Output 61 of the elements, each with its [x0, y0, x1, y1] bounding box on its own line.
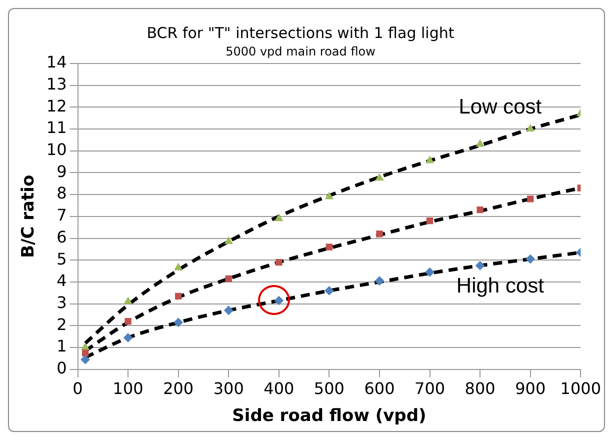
point [476, 261, 485, 270]
x-tick-label: 700 [414, 379, 446, 398]
chart-title: BCR for "T" intersections with 1 flag light [146, 24, 454, 42]
x-tick-label: 900 [515, 379, 546, 398]
point [527, 196, 534, 202]
point [174, 263, 182, 270]
x-tick-label: 200 [163, 379, 194, 398]
point [324, 286, 334, 296]
annotation: High cost [456, 274, 544, 298]
point [425, 268, 434, 277]
y-tick-label: 13 [46, 74, 67, 94]
y-tick-label: 14 [46, 52, 67, 72]
point [175, 292, 182, 300]
point [274, 214, 283, 222]
point [476, 140, 484, 147]
point [426, 156, 434, 164]
point [526, 124, 534, 132]
annotation: Low cost [458, 96, 542, 119]
x-tick-label: 0 [72, 379, 83, 398]
y-tick-label: 7 [56, 206, 67, 225]
y-tick-label: 9 [56, 162, 67, 181]
x-tick-label: 600 [364, 379, 395, 398]
y-tick-label: 6 [56, 227, 67, 246]
point [426, 217, 434, 224]
point [124, 318, 132, 325]
point [326, 244, 333, 250]
point [376, 174, 384, 181]
chart-subtitle: 5000 vpd main road flow [226, 44, 376, 58]
point [376, 230, 383, 238]
point [374, 276, 384, 286]
y-tick-label: 4 [56, 271, 67, 290]
point [80, 355, 90, 364]
x-tick-label: 100 [112, 379, 144, 398]
x-axis-title: Side road flow (vpd) [232, 406, 426, 426]
y-tick-label: 5 [56, 249, 67, 268]
x-tick-label: 400 [264, 379, 294, 398]
y-tick-label: 11 [46, 118, 67, 138]
point [476, 206, 484, 214]
y-tick-label: 2 [56, 314, 67, 334]
point [124, 297, 132, 304]
y-tick-label: 3 [56, 292, 67, 312]
x-tick-label: 1000 [560, 379, 601, 398]
y-axis-title: B/C ratio [18, 174, 39, 258]
point [174, 318, 183, 327]
y-tick-label: 10 [46, 140, 67, 159]
x-tick-label: 500 [314, 379, 344, 398]
x-tick-label: 300 [213, 379, 244, 398]
x-tick-label: 800 [464, 379, 496, 398]
point [224, 306, 234, 315]
y-tick-label: 8 [56, 184, 67, 203]
point [224, 237, 233, 244]
point [526, 254, 535, 264]
y-tick-label: 0 [56, 358, 67, 378]
point [276, 258, 282, 266]
y-tick-label: 12 [46, 96, 67, 116]
point [124, 333, 133, 342]
point [82, 350, 89, 356]
point [81, 343, 90, 350]
point [325, 192, 334, 200]
y-tick-label: 1 [56, 336, 67, 356]
point [225, 275, 232, 282]
